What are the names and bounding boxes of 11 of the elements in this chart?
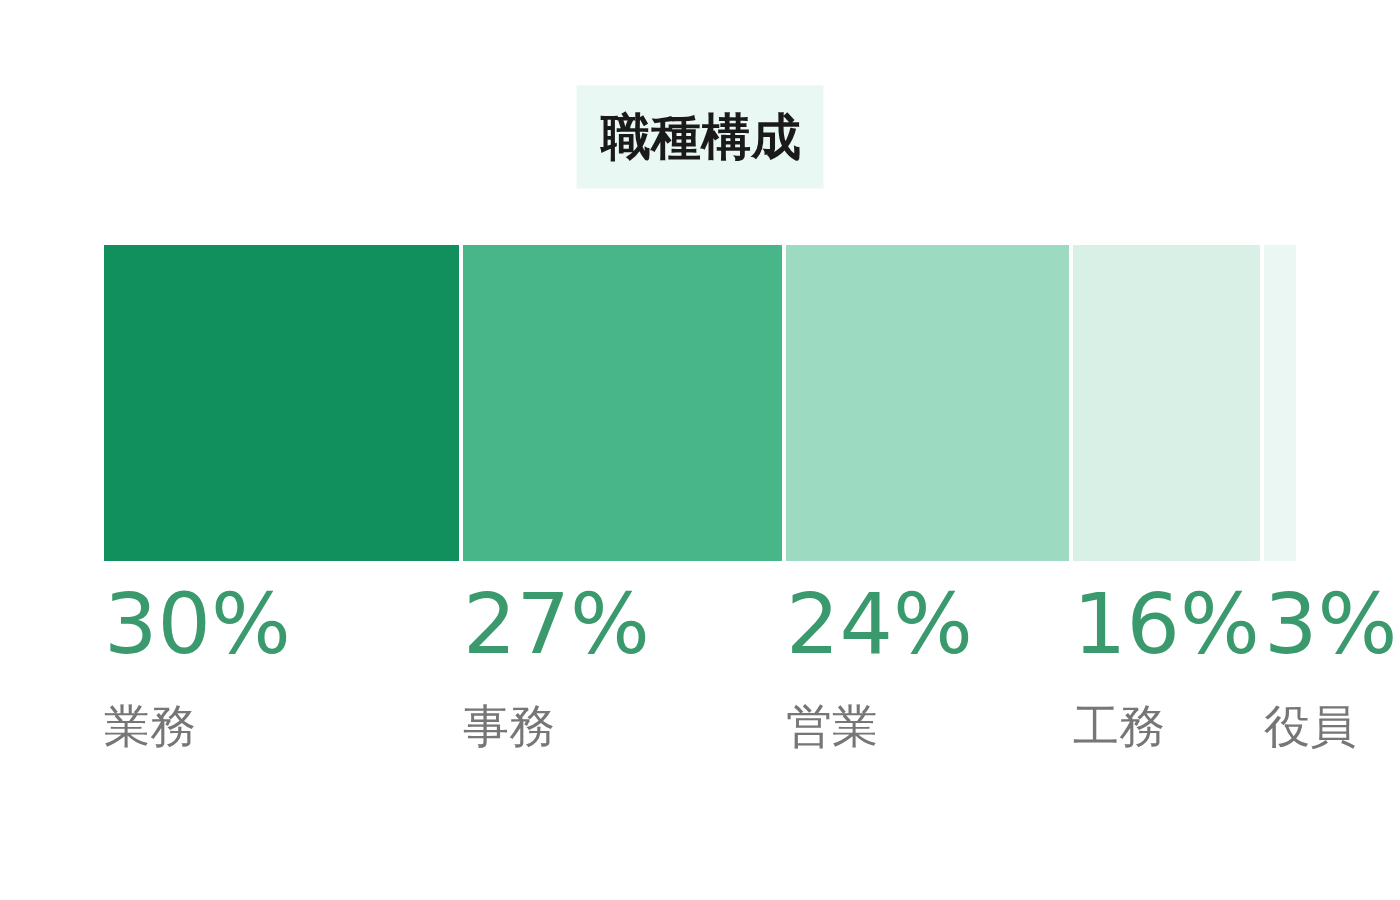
data-label: 27% xyxy=(463,575,650,673)
data-label: 3% xyxy=(1264,575,1398,673)
chart-title: 職種構成 xyxy=(599,108,801,166)
text: 工務 xyxy=(1073,699,1165,753)
text: 営業 xyxy=(786,699,878,753)
text: 役員 xyxy=(1264,699,1356,753)
text: 事務 xyxy=(463,699,555,753)
data-label: 16% xyxy=(1073,575,1260,673)
data-label: 24% xyxy=(786,575,973,673)
data-label: 30% xyxy=(104,575,291,673)
text: 業務 xyxy=(104,699,196,753)
